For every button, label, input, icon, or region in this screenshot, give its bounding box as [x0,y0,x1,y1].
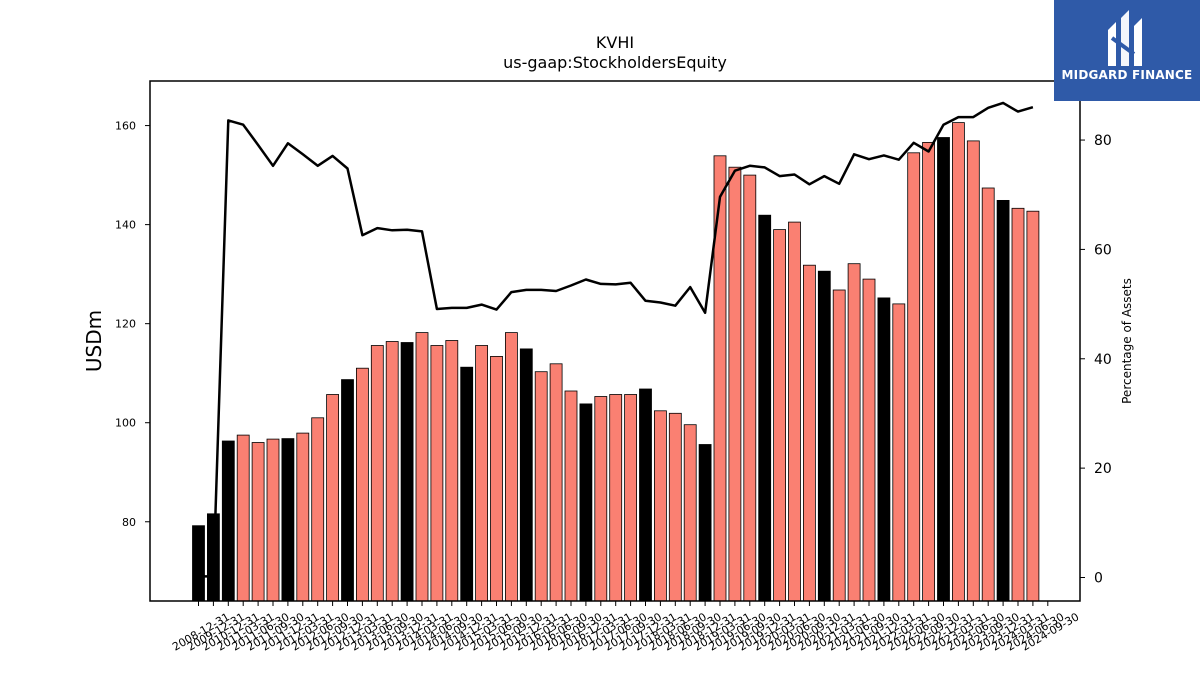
bar-2020-12-31 [817,270,831,602]
y2-tick-label: 20 [1094,461,1112,477]
bar-2015-03-31 [475,345,489,602]
y-tick-label: 140 [115,219,136,232]
bar-2016-03-31 [534,371,548,602]
bar-2017-06-30 [609,394,623,602]
bar-2016-09-30 [564,390,578,602]
bar-2014-06-30 [430,345,444,602]
bar-2014-09-30 [445,340,459,602]
y-tick-label: 120 [115,318,136,331]
chart-title: KVHI [596,33,634,52]
bar-2010-12-31 [221,440,235,602]
y2-axis-label: Percentage of Assets [1120,278,1134,404]
y-tick-label: 80 [122,516,136,529]
bar-2024-03-31 [1011,207,1025,602]
bar-2024-06-30 [1026,210,1040,602]
bar-2011-09-30 [266,438,280,602]
y-axis-label: USDm [82,310,106,372]
bar-2017-03-31 [594,396,608,602]
pct-of-assets-line [198,101,1034,578]
line-group [198,101,1034,578]
bar-2021-06-30 [847,263,861,602]
chart-subtitle: us-gaap:StockholdersEquity [503,53,727,72]
bars-group [192,122,1040,602]
plot-frame [149,80,1081,602]
bar-2016-06-30 [549,363,563,602]
bar-2013-03-31 [355,367,369,602]
bar-2012-06-30 [311,417,325,602]
logo-mark-icon [1108,10,1142,66]
y2-tick-label: 40 [1094,352,1112,368]
bar-2018-06-30 [668,412,682,602]
bar-2015-09-30 [504,332,518,602]
bar-2020-03-31 [773,229,786,602]
bar-2015-06-30 [490,355,503,602]
bar-2017-09-30 [624,394,637,602]
bar-2021-12-31 [877,297,891,602]
brand-logo: MIDGARD FINANCE [1054,0,1200,101]
bar-2018-03-31 [654,410,667,602]
bar-2014-03-31 [415,332,429,602]
bar-2013-06-30 [370,345,384,602]
bar-2019-12-31 [758,214,772,602]
bar-2023-12-31 [996,199,1010,602]
bar-2022-06-30 [907,152,921,602]
bar-2022-09-30 [922,141,935,602]
y-axis: 80 100 120 140 160 [115,120,150,529]
bar-2023-03-31 [952,122,965,602]
bar-2012-12-31 [341,379,354,602]
bar-2021-09-30 [862,278,876,602]
bar-2012-09-30 [326,394,340,602]
bar-2013-09-30 [385,341,399,602]
bar-2008-12-31 [192,525,205,602]
bar-2019-06-30 [728,166,742,602]
y2-tick-label: 80 [1094,133,1112,149]
bar-2020-09-30 [803,264,816,602]
bar-2013-12-31 [400,342,414,602]
logo-text: MIDGARD FINANCE [1061,68,1193,82]
bar-2011-03-31 [236,434,250,602]
bar-2016-12-31 [579,403,593,602]
y2-tick-label: 60 [1094,242,1112,258]
y2-axis: 0 20 40 60 80 [1080,133,1112,586]
y2-tick-label: 0 [1094,570,1103,586]
bar-2014-12-31 [460,366,474,602]
y-tick-label: 160 [115,120,136,133]
bar-2022-03-31 [892,303,906,602]
y-tick-label: 100 [115,417,136,430]
bar-2023-09-30 [981,187,995,602]
bar-2022-12-31 [937,137,950,602]
bar-2018-12-31 [698,444,712,602]
bar-2011-06-30 [251,442,265,602]
bar-2012-03-31 [296,432,310,602]
bar-2023-06-30 [966,140,980,602]
bar-2020-06-30 [788,221,801,602]
bar-2019-09-30 [743,174,757,602]
bar-2018-09-30 [683,424,697,602]
bar-2015-12-31 [519,348,533,602]
bar-2017-12-31 [639,388,652,602]
x-axis: 2008-12-312009-12-312010-12-312011-03-31… [170,601,1081,654]
bar-2011-12-31 [281,438,295,602]
bar-2021-03-31 [832,289,846,602]
